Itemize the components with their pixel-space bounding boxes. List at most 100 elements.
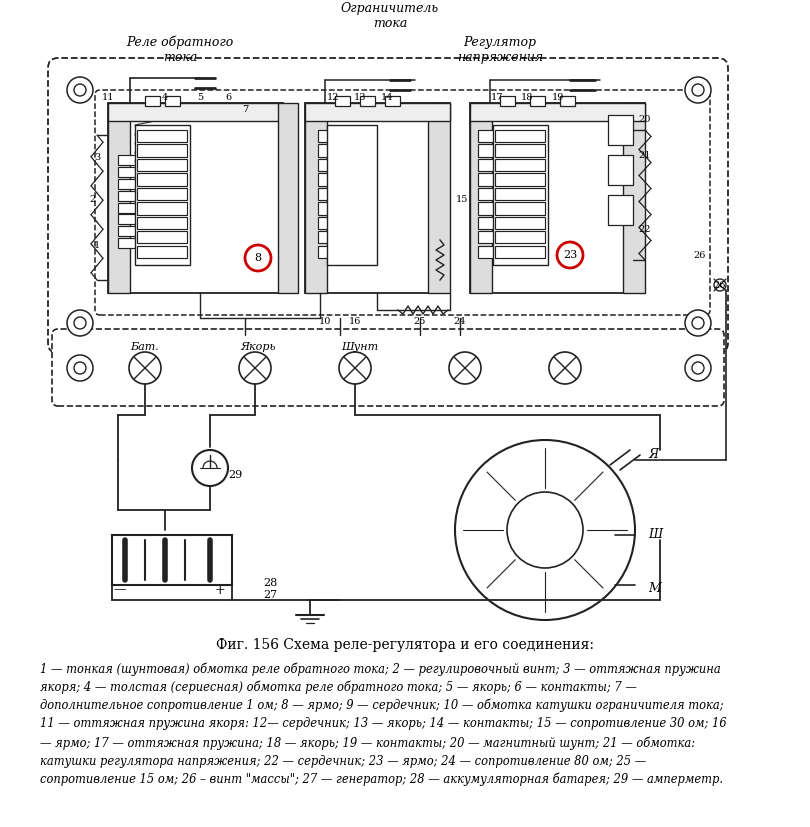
Text: Я: Я: [648, 448, 658, 461]
Text: 17: 17: [491, 93, 503, 103]
Bar: [478, 159, 523, 171]
Text: 13: 13: [354, 93, 366, 103]
Text: 11 — оттяжная пружина якоря: 12— сердечник; 13 — якорь; 14 — контакты; 15 — сопр: 11 — оттяжная пружина якоря: 12— сердечн…: [40, 718, 727, 730]
Text: +: +: [215, 584, 225, 596]
Text: 19: 19: [552, 93, 565, 103]
Bar: [108, 103, 283, 293]
Text: — ярмо; 17 — оттяжная пружина; 18 — якорь; 19 — контакты; 20 — магнитный шунт; 2: — ярмо; 17 — оттяжная пружина; 18 — якор…: [40, 736, 695, 749]
Text: Регулятор
напряжения: Регулятор напряжения: [457, 36, 543, 64]
Text: 18: 18: [521, 93, 533, 103]
Circle shape: [74, 362, 86, 374]
Bar: [608, 115, 633, 145]
Text: 28: 28: [263, 578, 277, 588]
Bar: [118, 203, 150, 213]
Bar: [137, 159, 187, 171]
Text: Якорь: Якорь: [241, 342, 275, 352]
Bar: [137, 231, 187, 243]
Bar: [318, 159, 363, 171]
Text: дополнительное сопротивление 1 ом; 8 — ярмо; 9 — сердечник; 10 — обмотка катушки: дополнительное сопротивление 1 ом; 8 — я…: [40, 699, 723, 713]
Text: Реле обратного
тока: Реле обратного тока: [126, 36, 233, 65]
Text: 4: 4: [162, 93, 168, 103]
Text: 24: 24: [454, 318, 467, 327]
Bar: [278, 103, 298, 293]
Text: 23: 23: [563, 250, 577, 260]
Bar: [335, 96, 350, 106]
Bar: [327, 125, 377, 265]
Circle shape: [685, 355, 711, 381]
Text: 8: 8: [254, 253, 262, 263]
Circle shape: [67, 355, 93, 381]
Text: 14: 14: [381, 93, 393, 103]
Circle shape: [685, 310, 711, 336]
Bar: [495, 130, 545, 142]
Circle shape: [685, 77, 711, 103]
Bar: [478, 203, 523, 214]
Bar: [135, 125, 190, 265]
Circle shape: [74, 317, 86, 329]
Text: 20: 20: [639, 116, 651, 125]
Text: 1 — тонкая (шунтовая) обмотка реле обратного тока; 2 — регулировочный винт; 3 — : 1 — тонкая (шунтовая) обмотка реле обрат…: [40, 662, 721, 676]
Text: Ш: Ш: [648, 528, 663, 542]
Bar: [118, 238, 150, 248]
Circle shape: [74, 84, 86, 96]
Bar: [318, 130, 363, 142]
Bar: [478, 130, 523, 142]
Text: Ограничитель
тока: Ограничитель тока: [341, 2, 439, 30]
Text: 29: 29: [228, 470, 242, 480]
Bar: [137, 130, 187, 142]
Bar: [137, 145, 187, 157]
Circle shape: [549, 352, 581, 384]
Bar: [137, 217, 187, 229]
Bar: [530, 96, 545, 106]
Bar: [145, 96, 160, 106]
Text: 6: 6: [225, 93, 231, 103]
Bar: [137, 174, 187, 185]
Circle shape: [129, 352, 161, 384]
Bar: [318, 174, 363, 185]
Bar: [118, 191, 150, 201]
Bar: [318, 188, 363, 200]
FancyBboxPatch shape: [95, 90, 710, 315]
Bar: [118, 227, 150, 237]
Bar: [112, 535, 232, 585]
Bar: [495, 188, 545, 200]
Bar: [318, 217, 363, 229]
Bar: [470, 103, 645, 121]
Text: сопротивление 15 ом; 26 – винт "массы"; 27 — генератор; 28 — аккумуляторная бата: сопротивление 15 ом; 26 – винт "массы"; …: [40, 773, 723, 786]
Bar: [318, 203, 363, 214]
Text: 16: 16: [349, 318, 361, 327]
Circle shape: [67, 77, 93, 103]
Bar: [118, 167, 150, 177]
Bar: [495, 217, 545, 229]
Text: Фиг. 156 Схема реле-регулятора и его соединения:: Фиг. 156 Схема реле-регулятора и его сое…: [216, 638, 594, 652]
Bar: [500, 96, 515, 106]
Text: 22: 22: [639, 226, 651, 235]
Bar: [305, 103, 327, 293]
Text: Бат.: Бат.: [130, 342, 160, 352]
Circle shape: [455, 440, 635, 620]
Circle shape: [557, 242, 583, 268]
Text: 15: 15: [456, 195, 468, 204]
Circle shape: [245, 245, 271, 271]
Circle shape: [449, 352, 481, 384]
Text: 27: 27: [263, 590, 277, 600]
Circle shape: [339, 352, 371, 384]
Bar: [385, 96, 400, 106]
Text: 25: 25: [414, 318, 426, 327]
Bar: [478, 246, 523, 258]
Bar: [360, 96, 375, 106]
Bar: [478, 188, 523, 200]
Circle shape: [714, 279, 726, 291]
Text: 1: 1: [94, 241, 100, 250]
Text: М: М: [648, 581, 661, 595]
Bar: [495, 231, 545, 243]
Bar: [478, 231, 523, 243]
Bar: [428, 103, 450, 293]
Bar: [478, 174, 523, 185]
Bar: [318, 145, 363, 157]
FancyBboxPatch shape: [52, 329, 724, 406]
Bar: [478, 145, 523, 157]
Bar: [470, 103, 645, 293]
Bar: [495, 203, 545, 214]
Bar: [623, 103, 645, 293]
